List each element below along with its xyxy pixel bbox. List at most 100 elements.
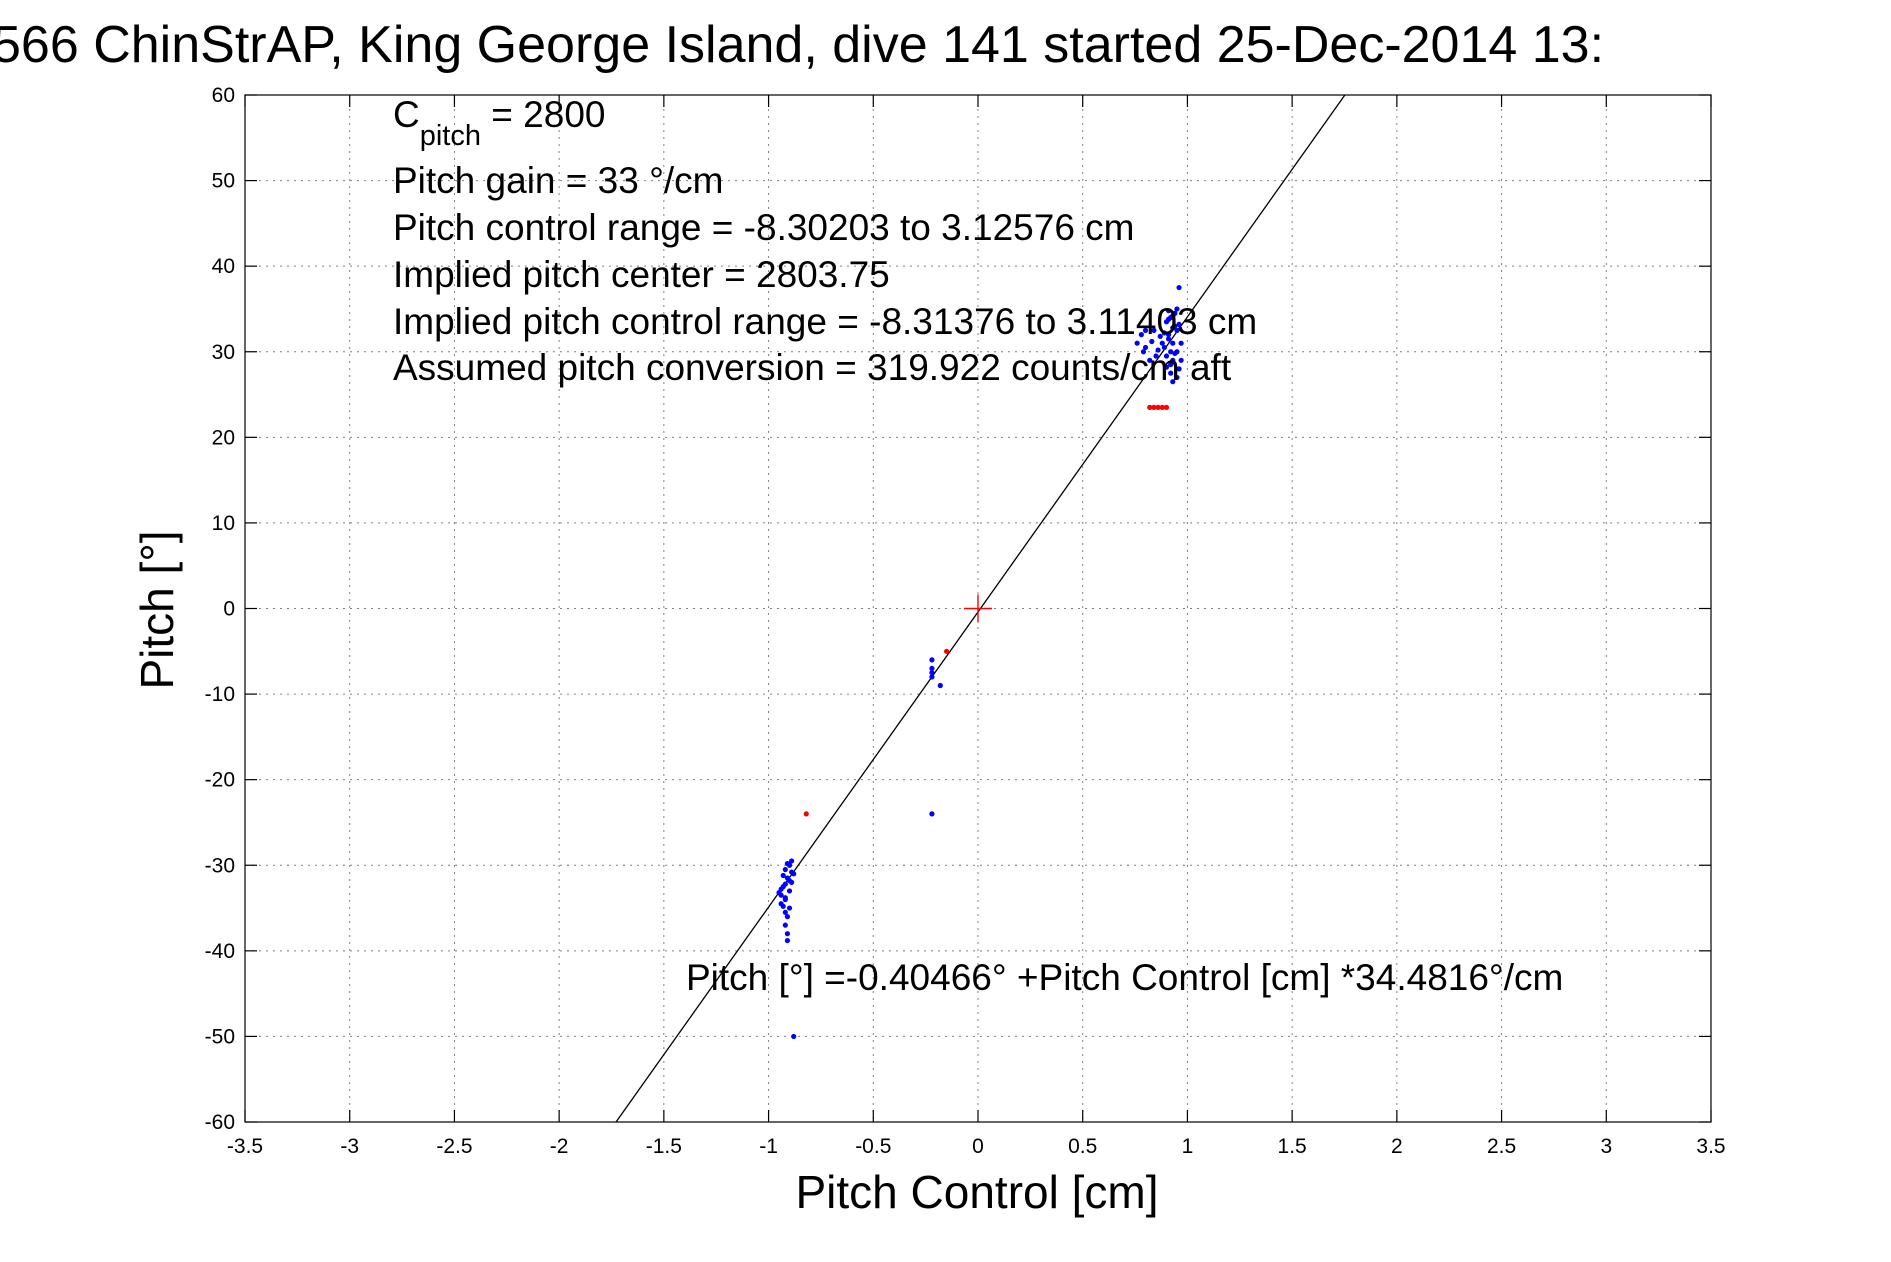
data-point bbox=[1168, 370, 1174, 376]
data-point bbox=[782, 909, 788, 915]
data-point bbox=[1170, 340, 1176, 346]
data-point bbox=[1155, 404, 1161, 410]
c-pitch-symbol: C bbox=[393, 94, 420, 135]
data-point bbox=[780, 872, 786, 879]
data-point bbox=[784, 914, 791, 920]
data-point bbox=[1157, 333, 1163, 339]
data-point bbox=[1170, 357, 1176, 363]
data-point bbox=[1165, 308, 1172, 314]
data-point bbox=[1140, 349, 1147, 355]
y-tick-label: 20 bbox=[212, 426, 235, 449]
chart-title: 566 ChinStrAP, King George Island, dive … bbox=[0, 16, 1604, 74]
annotation-implied-pitch-center: Implied pitch center = 2803.75 bbox=[393, 254, 890, 295]
annotation-assumed-pitch-conversion: Assumed pitch conversion = 319.922 count… bbox=[393, 347, 1232, 388]
y-tick-label: -10 bbox=[205, 683, 235, 706]
c-pitch-subscript: pitch bbox=[420, 120, 481, 152]
data-point bbox=[1168, 349, 1174, 355]
data-point bbox=[782, 866, 788, 873]
data-point bbox=[929, 670, 935, 676]
axis-ticks: -3.5 -3 -2.5 -2 -1.5 -1 -0.5 0 0.5 1 1.5 2 2.5 3 3.5 -6… bbox=[205, 84, 1726, 1158]
data-point bbox=[1176, 366, 1182, 372]
annotation-pitch-gain: Pitch gain = 33 °/cm bbox=[393, 160, 724, 201]
c-pitch-annotation: Cpitch = 2800 bbox=[393, 94, 605, 152]
y-tick-label: 40 bbox=[212, 255, 235, 278]
data-point bbox=[1174, 306, 1180, 312]
annotation-block: Cpitch = 2800 Pitch gain = 33 °/cm Pitch… bbox=[393, 94, 1257, 388]
y-tick-label: -50 bbox=[205, 1025, 235, 1048]
data-point bbox=[1165, 316, 1172, 322]
grid-lines bbox=[245, 95, 1711, 1122]
c-pitch-value: = 2800 bbox=[481, 94, 605, 135]
data-point bbox=[1176, 284, 1182, 291]
y-tick-label: 60 bbox=[212, 84, 235, 107]
data-point bbox=[929, 811, 935, 817]
data-point bbox=[1165, 336, 1172, 342]
data-point bbox=[1159, 340, 1165, 346]
data-point bbox=[784, 931, 791, 937]
data-points bbox=[776, 284, 1184, 1040]
x-tick-label: 1 bbox=[1182, 1135, 1194, 1158]
x-tick-label: 0 bbox=[972, 1135, 984, 1158]
data-point bbox=[1153, 353, 1159, 359]
data-point bbox=[937, 682, 943, 689]
x-tick-label: 0.5 bbox=[1068, 1135, 1097, 1158]
data-point bbox=[1174, 327, 1180, 333]
data-point bbox=[1147, 404, 1153, 410]
data-point bbox=[786, 878, 793, 884]
data-point bbox=[1174, 374, 1180, 381]
x-tick-label: 2 bbox=[1391, 1135, 1403, 1158]
data-point bbox=[1155, 347, 1161, 353]
annotation-implied-pitch-control-range: Implied pitch control range = -8.31376 t… bbox=[393, 301, 1257, 342]
y-tick-label: -30 bbox=[205, 854, 235, 877]
data-point bbox=[1165, 332, 1172, 338]
data-point bbox=[791, 1033, 797, 1040]
data-point bbox=[1163, 404, 1170, 410]
data-point bbox=[1178, 340, 1184, 346]
x-tick-label: -1 bbox=[759, 1135, 778, 1158]
data-point bbox=[1151, 404, 1157, 410]
data-point bbox=[784, 937, 791, 944]
annotation-pitch-control-range: Pitch control range = -8.30203 to 3.1257… bbox=[393, 207, 1135, 248]
y-tick-label: 30 bbox=[212, 341, 235, 364]
data-point bbox=[929, 657, 935, 663]
data-point bbox=[1170, 325, 1176, 331]
center-marker-layer bbox=[964, 594, 992, 623]
data-point bbox=[782, 895, 788, 901]
y-tick-label: 0 bbox=[223, 598, 235, 621]
data-point bbox=[1138, 332, 1144, 338]
data-point bbox=[1172, 350, 1178, 357]
y-tick-label: -20 bbox=[205, 769, 235, 792]
data-point bbox=[786, 905, 793, 911]
data-point bbox=[1159, 404, 1165, 410]
data-point bbox=[929, 665, 935, 672]
data-point bbox=[789, 858, 795, 864]
x-tick-label: -0.5 bbox=[855, 1135, 891, 1158]
y-tick-label: -60 bbox=[205, 1111, 235, 1134]
data-point bbox=[1151, 327, 1157, 333]
x-tick-label: -1.5 bbox=[646, 1135, 682, 1158]
data-point bbox=[789, 869, 795, 875]
data-point bbox=[1142, 327, 1149, 333]
data-point bbox=[784, 860, 791, 867]
data-point bbox=[786, 888, 793, 894]
x-tick-label: -3 bbox=[340, 1135, 359, 1158]
data-point bbox=[1170, 379, 1176, 385]
x-tick-label: -2.5 bbox=[436, 1135, 472, 1158]
x-tick-label: -2 bbox=[550, 1135, 569, 1158]
y-tick-label: 50 bbox=[212, 170, 235, 193]
plot-frame bbox=[244, 94, 1712, 1123]
data-point bbox=[1134, 340, 1140, 346]
data-point bbox=[778, 886, 784, 892]
fit-equation-label: Pitch [°] =-0.40466° +Pitch Control [cm]… bbox=[686, 957, 1563, 998]
x-tick-label: 1.5 bbox=[1278, 1135, 1307, 1158]
y-axis-label: Pitch [°] bbox=[131, 530, 183, 689]
x-tick-label: 3 bbox=[1600, 1135, 1612, 1158]
data-point bbox=[1176, 321, 1182, 327]
data-point bbox=[803, 811, 809, 817]
data-point bbox=[1170, 313, 1176, 319]
x-axis-label: Pitch Control [cm] bbox=[796, 1166, 1159, 1218]
data-point bbox=[1147, 357, 1153, 363]
data-point bbox=[1163, 364, 1170, 370]
data-point bbox=[1163, 353, 1170, 359]
